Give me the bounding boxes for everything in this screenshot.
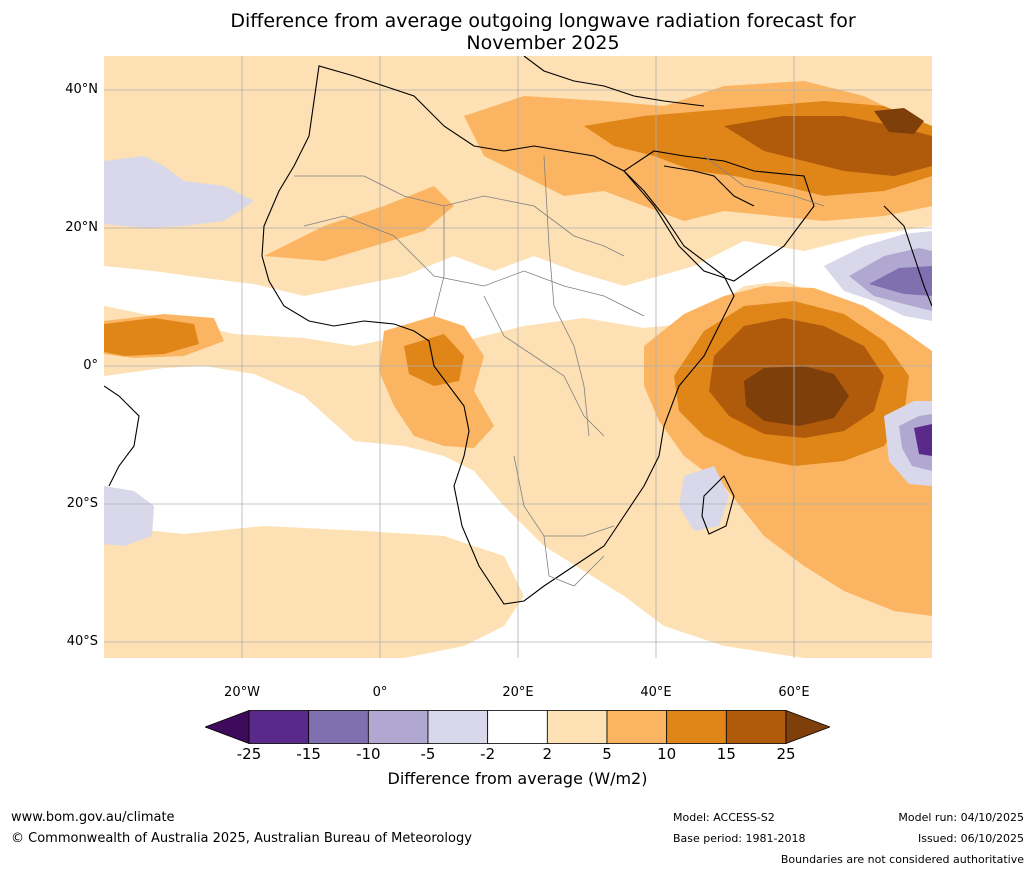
- colorbar-segment: [427, 710, 489, 744]
- lat-label-40s: 40°S: [66, 634, 98, 649]
- coastlines: [104, 56, 932, 605]
- negative-anomaly-regions: [104, 156, 932, 546]
- lon-label-60e: 60°E: [778, 685, 810, 700]
- colorbar-tick-label: 25: [776, 745, 796, 763]
- lat-label-20n: 20°N: [65, 220, 98, 235]
- footer-issued: Issued: 06/10/2025: [917, 832, 1024, 845]
- lat-label-40n: 40°N: [65, 82, 98, 97]
- title-line-2: November 2025: [466, 32, 620, 54]
- colorbar-tick-label: 5: [602, 745, 612, 763]
- colorbar-tick-label: 2: [542, 745, 553, 763]
- colorbar-tick-label: -5: [420, 745, 436, 763]
- country-borders: [294, 155, 825, 587]
- graticule: [104, 56, 932, 658]
- footer-base-period: Base period: 1981-2018: [673, 832, 806, 845]
- colorbar-segment: [487, 710, 548, 744]
- colorbar-segment: [367, 710, 429, 744]
- footer-disclaimer: Boundaries are not considered authoritat…: [780, 853, 1024, 866]
- colorbar-extension-high: [785, 710, 830, 744]
- lon-label-20e: 20°E: [502, 685, 534, 700]
- lat-label-0: 0°: [83, 358, 98, 373]
- colorbar-segment: [606, 710, 668, 744]
- colorbar-segment: [248, 710, 310, 744]
- anomaly-over-25-regions: [744, 108, 924, 426]
- colorbar-tick-label: -2: [480, 745, 496, 763]
- colorbar-segment: [666, 710, 727, 744]
- footer-model-run: Model run: 04/10/2025: [898, 811, 1024, 824]
- chart-title: Difference from average outgoing longwav…: [100, 10, 986, 54]
- lon-label-40e: 40°E: [640, 685, 672, 700]
- colorbar-segment: [308, 710, 369, 744]
- lon-label-20w: 20°W: [224, 685, 260, 700]
- colorbar-tick-label: -25: [236, 745, 262, 763]
- colorbar-segment: [546, 710, 608, 744]
- footer-website: www.bom.gov.au/climate: [11, 810, 175, 825]
- colorbar-tick-label: -15: [296, 745, 321, 763]
- colorbar-label: Difference from average (W/m2): [387, 769, 648, 788]
- lat-label-20s: 20°S: [66, 496, 98, 511]
- colorbar-extension-low: [205, 710, 250, 744]
- colorbar-tick-label: 15: [716, 745, 736, 763]
- map-panel: [104, 56, 932, 658]
- colorbar-segments: [205, 710, 830, 744]
- footer-copyright: © Commonwealth of Australia 2025, Austra…: [11, 831, 472, 846]
- footer-model: Model: ACCESS-S2: [673, 811, 775, 824]
- colorbar: [205, 710, 830, 744]
- title-line-1: Difference from average outgoing longwav…: [230, 10, 856, 32]
- olr-anomaly-map: [104, 56, 932, 658]
- colorbar-segment: [725, 710, 787, 744]
- lon-label-0: 0°: [372, 685, 388, 700]
- colorbar-tick-label: 10: [657, 745, 677, 763]
- colorbar-tick-label: -10: [356, 745, 381, 763]
